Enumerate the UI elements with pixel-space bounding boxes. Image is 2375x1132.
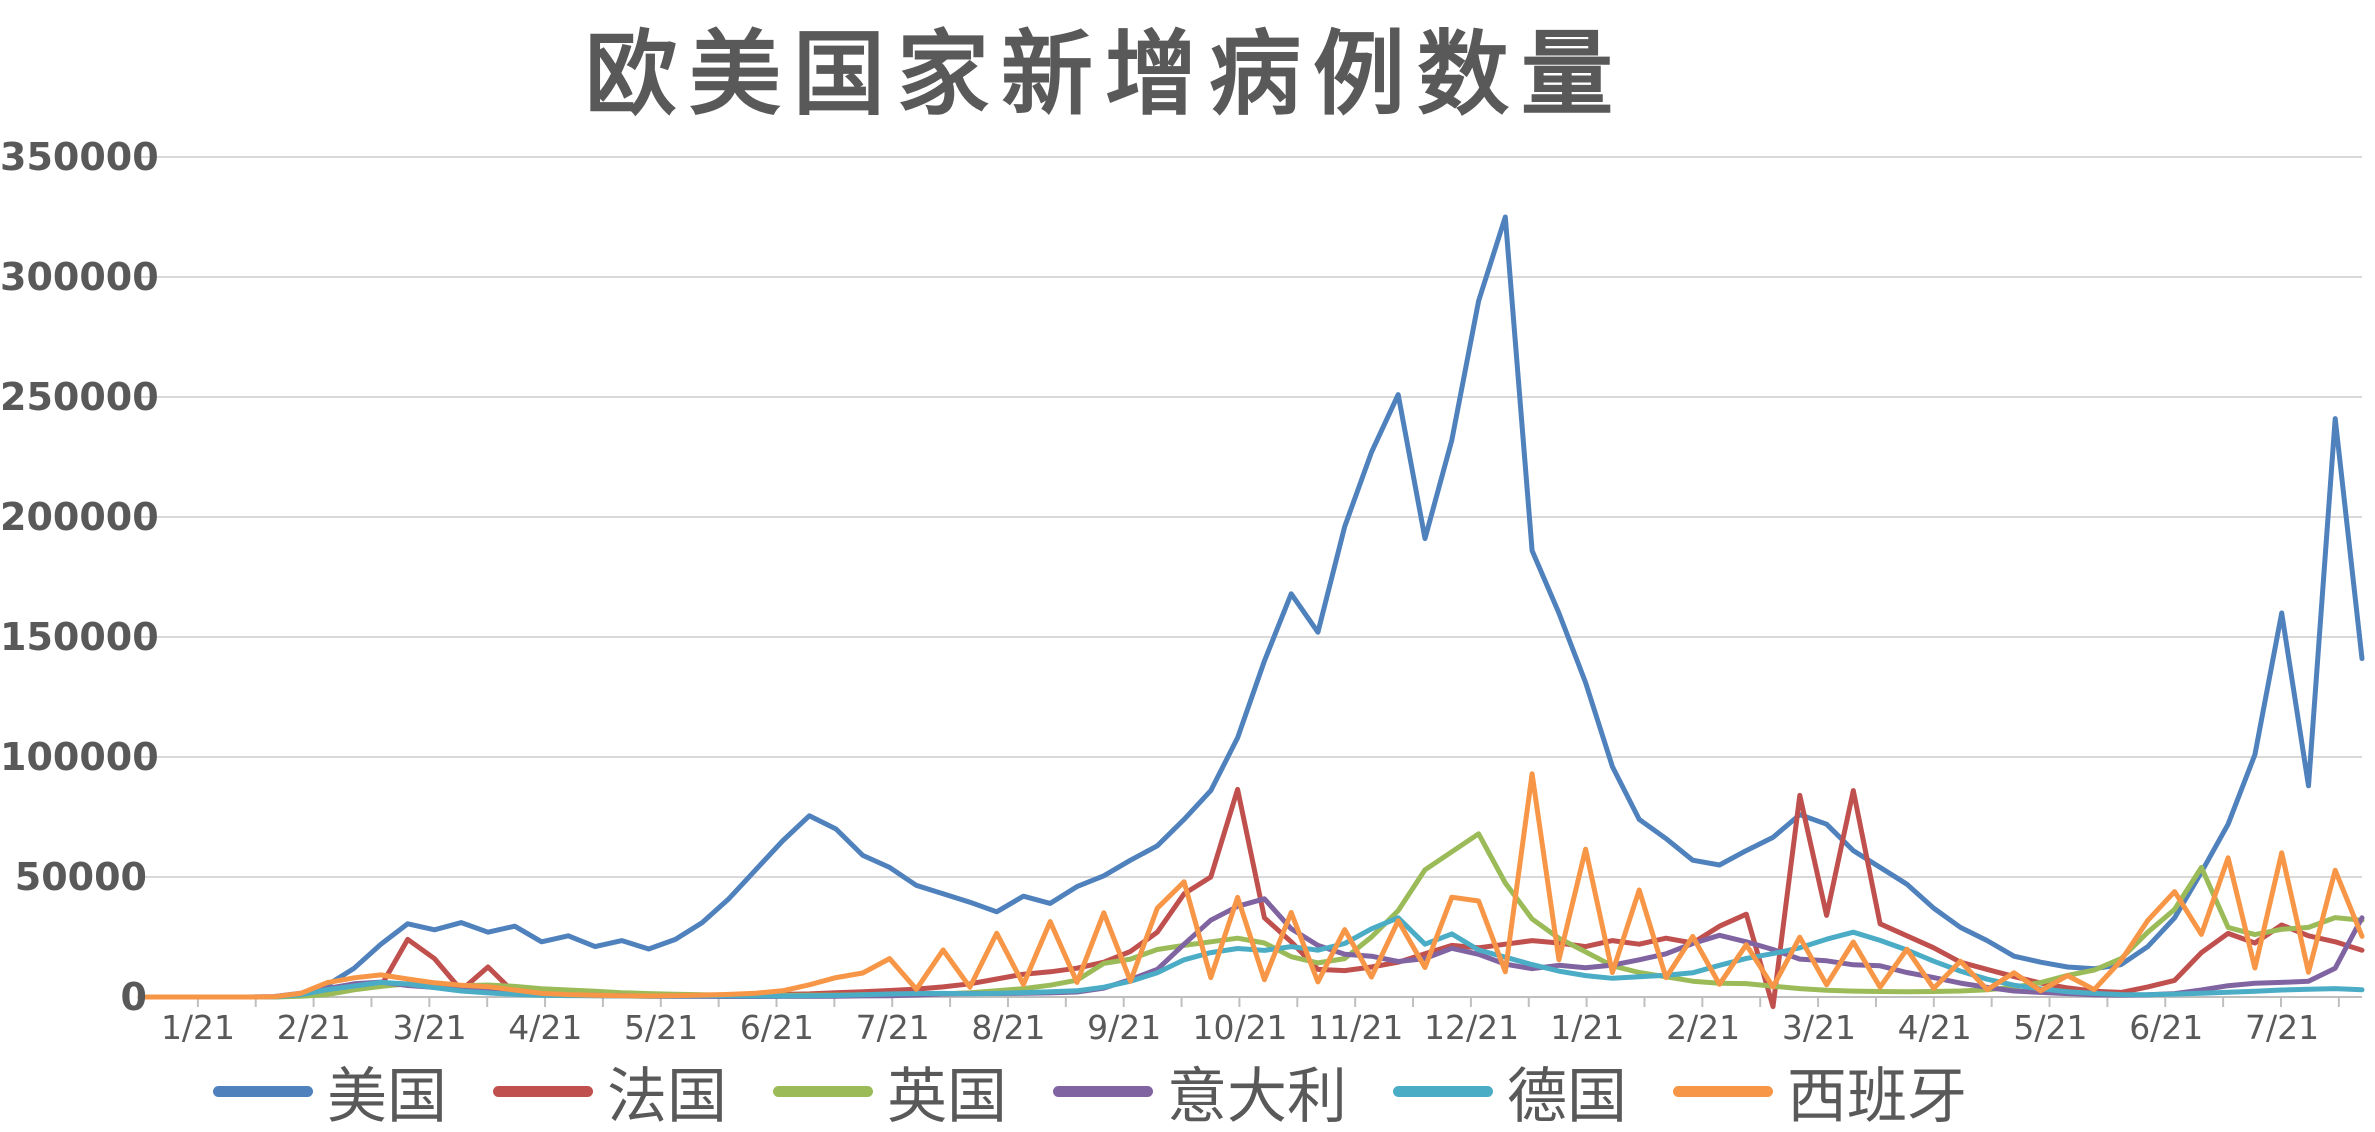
legend-line-swatch-italy (1053, 1086, 1153, 1097)
x-axis-tick-label: 1/21 (1550, 1008, 1625, 1047)
legend-item-germany: 德国 (1393, 1048, 1627, 1132)
x-axis-tick-label: 4/21 (508, 1008, 583, 1047)
series-line-法国 (137, 786, 2365, 1010)
y-axis-tick-label: 300000 (0, 255, 159, 299)
x-axis-tick-label: 11/21 (1308, 1008, 1404, 1047)
legend-label-italy: 意大利 (1167, 1062, 1347, 1132)
y-axis-tick-label: 100000 (0, 735, 159, 779)
legend-item-usa: 美国 (213, 1048, 447, 1132)
legend-line-swatch-uk (773, 1086, 873, 1097)
legend-item-italy: 意大利 (1053, 1048, 1347, 1132)
x-axis-tick-label: 2/21 (1666, 1008, 1741, 1047)
legend-item-spain: 西班牙 (1673, 1048, 1967, 1132)
x-axis-tick-label: 4/21 (1897, 1008, 1972, 1047)
x-axis-tick-label: 12/21 (1424, 1008, 1520, 1047)
series-line-美国 (137, 214, 2365, 1000)
x-axis-tick-label: 6/21 (739, 1008, 814, 1047)
legend-line-swatch-usa (213, 1086, 313, 1097)
legend-item-uk: 英国 (773, 1048, 1007, 1132)
x-axis-tick-label: 3/21 (392, 1008, 467, 1047)
x-axis-tick-label: 10/21 (1192, 1008, 1288, 1047)
x-axis-tick-label: 1/21 (160, 1008, 236, 1047)
x-axis-tick-label: 7/21 (2244, 1008, 2320, 1047)
chart-legend: 美国 法国 英国 意大利 德国 西班牙 (0, 1048, 2180, 1132)
x-axis-tick-label: 9/21 (1087, 1008, 1162, 1047)
legend-label-spain: 西班牙 (1787, 1062, 1967, 1132)
y-axis-tick-label: 0 (120, 975, 147, 1019)
y-axis-tick-label: 350000 (0, 135, 159, 179)
legend-item-france: 法国 (493, 1048, 727, 1132)
legend-line-swatch-spain (1673, 1086, 1773, 1097)
x-axis-tick-label: 5/21 (2013, 1008, 2088, 1047)
legend-label-france: 法国 (607, 1062, 727, 1132)
legend-line-swatch-france (493, 1086, 593, 1097)
y-axis-tick-label: 200000 (0, 495, 159, 539)
x-axis-tick-label: 2/21 (276, 1008, 351, 1047)
x-axis-tick-label: 7/21 (855, 1008, 930, 1047)
x-axis-tick-label: 3/21 (1781, 1008, 1856, 1047)
y-axis-tick-label: 250000 (0, 375, 159, 419)
series-line-德国 (137, 915, 2365, 1000)
y-axis-tick-label: 50000 (14, 855, 147, 899)
series-line-西班牙 (137, 771, 2365, 1000)
x-axis-tick-label: 8/21 (971, 1008, 1046, 1047)
y-axis-tick-label: 150000 (0, 615, 159, 659)
chart-title: 欧美国家新增病例数量 (585, 20, 1626, 128)
x-axis-tick-label: 5/21 (624, 1008, 699, 1047)
legend-line-swatch-germany (1393, 1086, 1493, 1097)
legend-label-uk: 英国 (887, 1062, 1007, 1132)
x-axis-tick-label: 6/21 (2129, 1008, 2204, 1047)
legend-label-usa: 美国 (327, 1062, 447, 1132)
legend-label-germany: 德国 (1507, 1062, 1627, 1132)
